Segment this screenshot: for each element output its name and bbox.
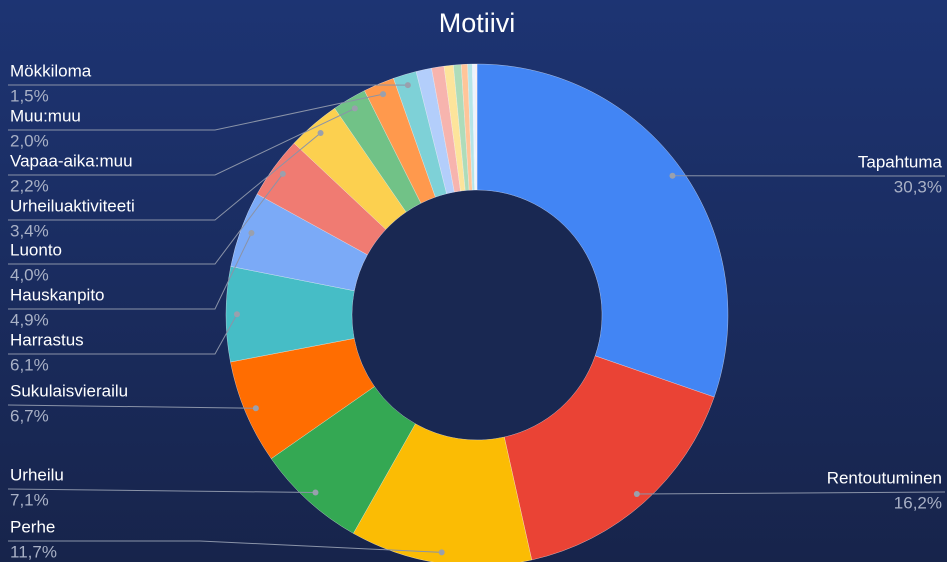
value-label: 2,0% xyxy=(10,131,49,150)
leader-line xyxy=(636,491,946,495)
leader-dot xyxy=(404,82,411,89)
leader-line xyxy=(8,232,252,310)
leader-dot xyxy=(351,105,358,112)
donut-hole xyxy=(352,190,602,440)
slice-label: Vapaa-aika:muu xyxy=(10,151,133,170)
value-label: 4,9% xyxy=(10,310,49,329)
leader-line xyxy=(8,132,321,221)
value-label: 1,5% xyxy=(10,86,49,105)
leader-dot xyxy=(234,311,241,318)
slice xyxy=(476,63,729,398)
leader-line xyxy=(7,404,256,409)
leader-line xyxy=(8,107,356,176)
slice-label: Perhe xyxy=(10,517,55,536)
value-label: 3,4% xyxy=(10,221,49,240)
slice-label: Luonto xyxy=(10,240,62,259)
leader-dot xyxy=(252,405,259,412)
leader-dot xyxy=(380,91,387,98)
slice-label: Urheilu xyxy=(10,465,64,484)
leader-dot xyxy=(317,129,324,136)
value-label: 2,2% xyxy=(10,176,49,195)
leader-line xyxy=(8,540,442,553)
leader-dot xyxy=(248,229,255,236)
slice-label: Urheiluaktiviteeti xyxy=(10,196,135,215)
leader-dot xyxy=(279,170,286,177)
leader-line xyxy=(8,314,238,355)
value-label: 4,0% xyxy=(10,265,49,284)
value-label: 30,3% xyxy=(894,177,942,196)
leader-line xyxy=(7,488,316,494)
slice-label: Mökkiloma xyxy=(10,61,92,80)
slice xyxy=(504,355,715,561)
slice-label: Muu:muu xyxy=(10,106,81,125)
slice xyxy=(475,63,478,191)
value-label: 7,1% xyxy=(10,490,49,509)
leader-line xyxy=(8,93,384,131)
value-label: 16,2% xyxy=(894,493,942,512)
leader-dot xyxy=(633,491,640,498)
slice-label: Tapahtuma xyxy=(858,152,943,171)
leader-dot xyxy=(669,172,676,179)
leader-dot xyxy=(438,549,445,556)
slice-label: Sukulaisvierailu xyxy=(10,381,128,400)
slice xyxy=(353,423,532,562)
slice-label: Hauskanpito xyxy=(10,285,105,304)
leader-dot xyxy=(312,489,319,496)
value-label: 6,7% xyxy=(10,406,49,425)
slice-label: Rentoutuminen xyxy=(827,468,942,487)
chart-title: Motiivi xyxy=(439,8,516,38)
value-label: 11,7% xyxy=(10,542,57,561)
slice-label: Harrastus xyxy=(10,330,84,349)
value-label: 6,1% xyxy=(10,355,49,374)
leader-line xyxy=(8,173,284,265)
